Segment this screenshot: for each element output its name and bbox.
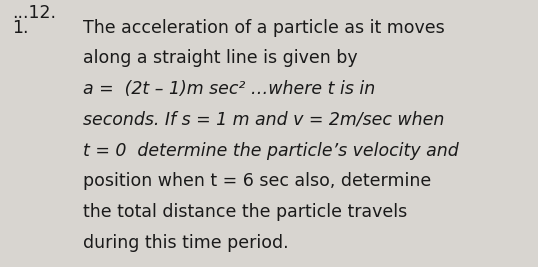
Text: position when t = 6 sec also, determine: position when t = 6 sec also, determine xyxy=(83,172,431,190)
Text: The acceleration of a particle as it moves: The acceleration of a particle as it mov… xyxy=(83,19,445,37)
Text: the total distance the particle travels: the total distance the particle travels xyxy=(83,203,408,221)
Text: seconds. If s = 1 m and v = 2m/sec when: seconds. If s = 1 m and v = 2m/sec when xyxy=(83,111,445,129)
Text: during this time period.: during this time period. xyxy=(83,234,289,252)
Text: ...12.: ...12. xyxy=(12,4,56,22)
Text: a =  (2t – 1)m sec² …where t is in: a = (2t – 1)m sec² …where t is in xyxy=(83,80,376,98)
Text: t = 0  determine the particle’s velocity and: t = 0 determine the particle’s velocity … xyxy=(83,142,459,159)
Text: 1.: 1. xyxy=(12,19,29,37)
Text: along a straight line is given by: along a straight line is given by xyxy=(83,49,358,67)
